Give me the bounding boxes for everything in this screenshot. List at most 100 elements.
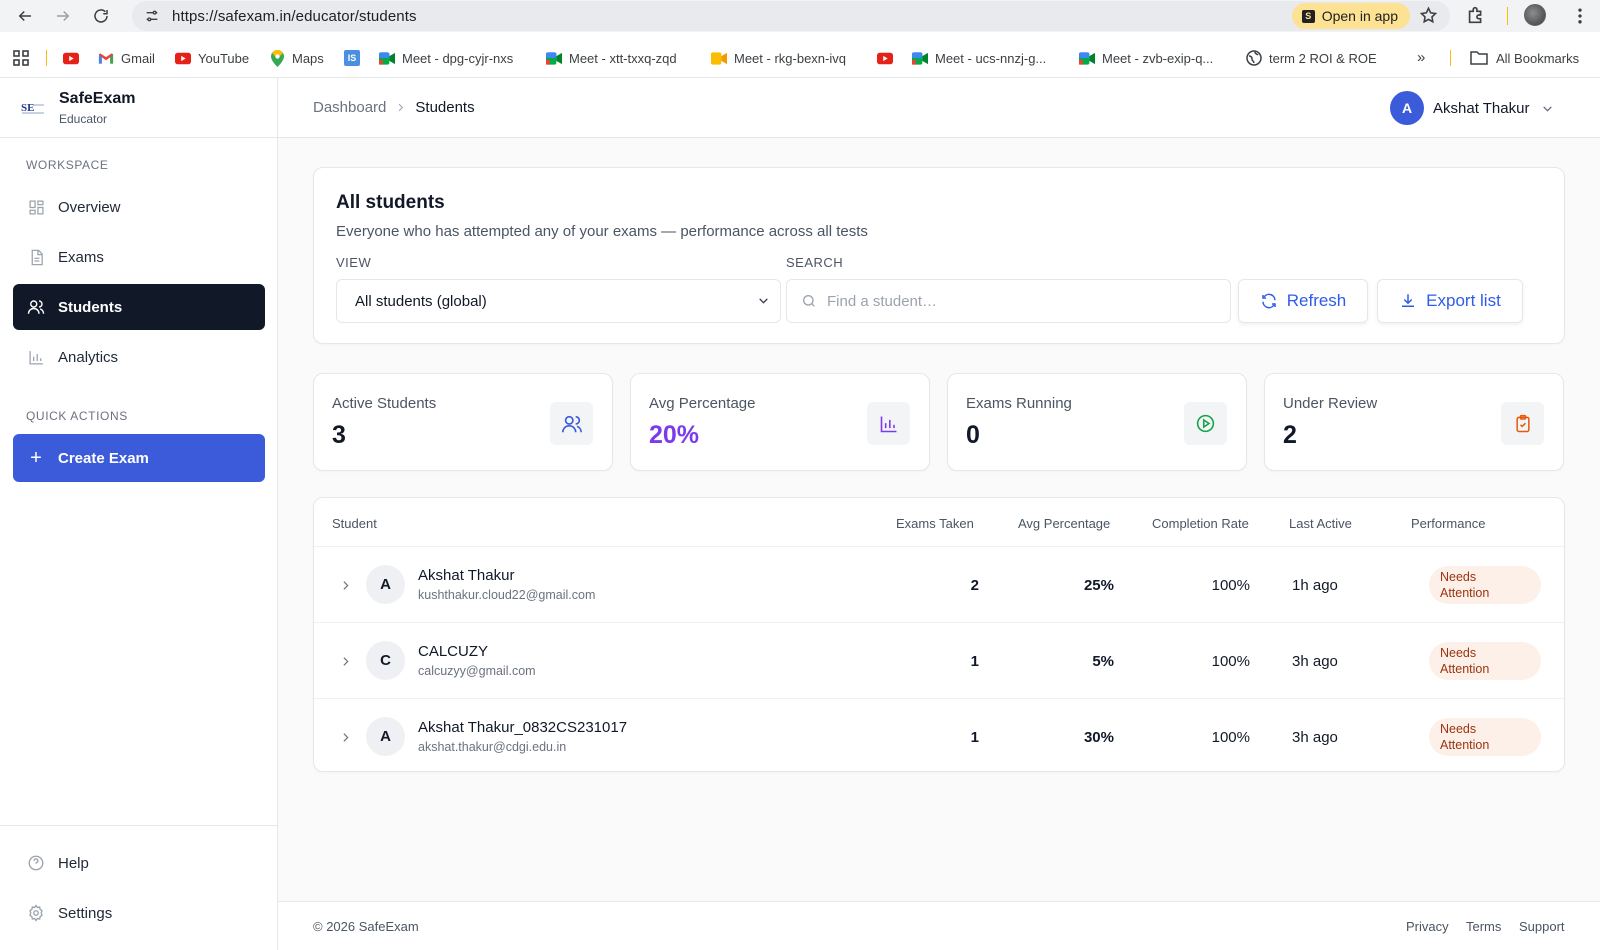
address-bar[interactable]: https://safexam.in/educator/students S O… [132,1,1450,31]
apps-grid-icon[interactable] [13,50,29,66]
avg-percentage: 5% [1092,653,1114,670]
avg-percentage: 25% [1083,577,1114,594]
stat-value: 0 [966,421,980,449]
sidebar-item-help[interactable]: Help [13,840,265,886]
badge-line: Needs [1440,646,1477,660]
badge-line: Needs [1440,722,1477,736]
table-row[interactable]: C CALCUZY calcuzyy@gmail.com 1 5% 100% 3… [314,623,1564,699]
back-arrow-icon[interactable] [12,3,38,29]
browser-profile-avatar[interactable] [1524,4,1546,26]
bookmark-label: Meet - xtt-txxq-zqd [569,50,677,66]
stat-card-avg-percentage: Avg Percentage 20% [630,373,930,471]
maps-icon [269,49,285,67]
bookmarks-divider [1450,50,1451,66]
last-active: 3h ago [1292,653,1338,670]
footer-link-support[interactable]: Support [1519,919,1565,934]
students-table: Student Exams Taken Avg Percentage Compl… [313,497,1565,772]
table-header-divider [314,546,1564,547]
bookmark-term2[interactable]: term 2 ROI & ROE [1246,48,1377,68]
sidebar: SE SafeExam Educator WORKSPACE Overview … [0,78,278,950]
bookmark-meet-2[interactable]: Meet - xtt-txxq-zqd [546,48,677,68]
brand[interactable]: SE SafeExam Educator [0,78,277,138]
user-menu[interactable]: A Akshat Thakur [1390,91,1554,125]
folder-icon [1470,50,1488,66]
view-select[interactable]: All students (global) [336,279,781,323]
url-text[interactable]: https://safexam.in/educator/students [172,7,417,25]
main-content: Dashboard Students A Akshat Thakur All s… [278,78,1600,950]
bookmark-youtube-1[interactable] [63,48,86,68]
help-icon [27,854,45,872]
bookmark-maps[interactable]: Maps [269,48,324,68]
column-header-avg-percentage: Avg Percentage [1018,516,1111,531]
bookmark-is[interactable]: IS [344,48,367,68]
search-icon [801,293,817,309]
bookmark-star-icon[interactable] [1419,6,1438,25]
sidebar-item-settings[interactable]: Settings [13,890,265,936]
extensions-icon[interactable] [1465,4,1487,26]
export-list-label: Export list [1426,291,1501,310]
bookmark-meet-4[interactable]: Meet - ucs-nnzj-g... [912,48,1046,68]
browser-menu-icon[interactable] [1570,6,1590,26]
sidebar-item-students[interactable]: Students [13,284,265,330]
sidebar-item-analytics[interactable]: Analytics [13,334,265,380]
chevron-down-icon [1541,102,1554,115]
breadcrumb-current: Students [415,99,475,116]
bookmark-gmail[interactable]: Gmail [98,48,155,68]
refresh-button[interactable]: Refresh [1238,279,1368,323]
all-bookmarks-button[interactable]: All Bookmarks [1470,48,1579,68]
bookmark-meet-5[interactable]: Meet - zvb-exip-q... [1079,48,1213,68]
site-info-icon[interactable] [142,6,162,26]
search-box[interactable] [786,279,1231,323]
sidebar-item-label: Students [58,298,123,316]
stat-value: 20% [649,421,700,449]
bookmark-label: Meet - zvb-exip-q... [1102,50,1214,66]
sidebar-item-exams[interactable]: Exams [13,234,265,280]
table-row[interactable]: A Akshat Thakur_0832CS231017 akshat.thak… [314,699,1564,775]
youtube-icon [63,50,79,66]
plus-icon: + [30,447,42,469]
bookmark-meet-1[interactable]: Meet - dpg-cyjr-nxs [379,48,513,68]
bookmark-youtube-2[interactable]: YouTube [175,48,249,68]
create-exam-label: Create Exam [58,449,149,467]
export-list-button[interactable]: Export list [1377,279,1523,323]
sidebar-item-label: Overview [58,198,121,216]
stat-card-exams-running: Exams Running 0 [947,373,1247,471]
sidebar-item-overview[interactable]: Overview [13,184,265,230]
users-icon [550,402,593,445]
workspace-label: WORKSPACE [26,158,109,172]
badge-line: Attention [1440,662,1490,676]
reload-icon[interactable] [88,3,114,29]
bookmark-label: Meet - ucs-nnzj-g... [935,50,1047,66]
app-top-border [0,77,1600,78]
bookmark-meet-3[interactable]: Meet - rkg-bexn-ivq [711,48,846,68]
sidebar-item-label: Analytics [58,348,119,366]
app-icon: S [1301,9,1315,23]
more-bookmarks-icon[interactable]: » [1417,49,1426,66]
bookmark-youtube-3[interactable] [877,48,900,68]
breadcrumb-dashboard[interactable]: Dashboard [313,99,387,116]
chevron-right-icon[interactable] [336,728,354,746]
stat-label: Avg Percentage [649,395,756,412]
chevron-right-icon [395,102,406,113]
play-circle-icon [1184,402,1227,445]
search-input[interactable] [827,292,1207,310]
open-in-app-button[interactable]: S Open in app [1291,3,1410,29]
page-description: Everyone who has attempted any of your e… [336,223,868,240]
completion-rate: 100% [1211,577,1250,594]
table-row[interactable]: A Akshat Thakur kushthakur.cloud22@gmail… [314,547,1564,623]
chevron-right-icon[interactable] [336,576,354,594]
footer-link-privacy[interactable]: Privacy [1406,919,1449,934]
create-exam-button[interactable]: + Create Exam [13,434,265,482]
footer-link-terms[interactable]: Terms [1466,919,1502,934]
student-email: kushthakur.cloud22@gmail.com [418,588,596,602]
student-email: akshat.thakur@cdgi.edu.in [418,740,567,754]
student-name: Akshat Thakur_0832CS231017 [418,719,628,736]
forward-arrow-icon[interactable] [50,3,76,29]
grid-icon [27,198,45,216]
bookmark-label: Gmail [121,50,155,66]
badge-line: Attention [1440,738,1490,752]
view-select-value: All students (global) [355,292,487,310]
chevron-right-icon[interactable] [336,652,354,670]
stat-label: Active Students [332,395,437,412]
column-header-student: Student [332,516,377,531]
